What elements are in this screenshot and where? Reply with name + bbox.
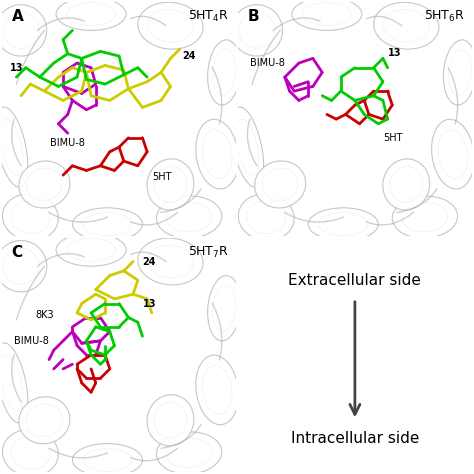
Ellipse shape	[208, 40, 241, 105]
Ellipse shape	[147, 9, 193, 42]
Ellipse shape	[83, 213, 132, 236]
Ellipse shape	[0, 5, 47, 56]
Text: C: C	[12, 245, 23, 260]
Ellipse shape	[255, 161, 306, 208]
Ellipse shape	[19, 161, 70, 208]
Ellipse shape	[374, 2, 439, 49]
Ellipse shape	[166, 438, 212, 468]
Ellipse shape	[392, 196, 457, 238]
Ellipse shape	[147, 159, 194, 210]
Ellipse shape	[0, 119, 23, 175]
Text: 5HT: 5HT	[152, 173, 171, 182]
Text: 5HT$_4$R: 5HT$_4$R	[188, 9, 229, 25]
Ellipse shape	[292, 0, 362, 30]
Ellipse shape	[0, 240, 47, 292]
Ellipse shape	[448, 50, 472, 95]
Ellipse shape	[73, 444, 143, 474]
Ellipse shape	[2, 194, 58, 241]
Ellipse shape	[83, 448, 132, 472]
Text: 5HT: 5HT	[383, 133, 402, 143]
Ellipse shape	[3, 248, 39, 284]
Ellipse shape	[27, 404, 62, 437]
Ellipse shape	[319, 213, 368, 236]
Ellipse shape	[138, 2, 203, 49]
Text: 5HT$_7$R: 5HT$_7$R	[188, 245, 229, 260]
Ellipse shape	[202, 365, 232, 414]
Text: A: A	[12, 9, 23, 24]
Ellipse shape	[156, 196, 222, 238]
Ellipse shape	[11, 437, 50, 469]
Ellipse shape	[147, 395, 194, 446]
Text: BIMU-8: BIMU-8	[50, 138, 85, 148]
Ellipse shape	[154, 166, 187, 202]
Ellipse shape	[147, 245, 193, 278]
Ellipse shape	[302, 2, 351, 26]
Ellipse shape	[196, 119, 238, 189]
Text: 24: 24	[143, 256, 156, 266]
Ellipse shape	[3, 12, 39, 48]
Ellipse shape	[154, 402, 187, 438]
Text: 5HT$_6$R: 5HT$_6$R	[424, 9, 465, 25]
Ellipse shape	[390, 166, 423, 202]
Ellipse shape	[238, 194, 294, 241]
Text: Extracellular side: Extracellular side	[289, 273, 421, 288]
Ellipse shape	[138, 238, 203, 285]
Ellipse shape	[231, 107, 264, 187]
Ellipse shape	[0, 355, 23, 411]
Ellipse shape	[66, 238, 116, 261]
Ellipse shape	[156, 432, 222, 474]
Ellipse shape	[27, 168, 62, 201]
Ellipse shape	[239, 12, 275, 48]
Ellipse shape	[73, 208, 143, 240]
Ellipse shape	[0, 343, 28, 423]
Ellipse shape	[2, 429, 58, 474]
Ellipse shape	[246, 201, 286, 234]
Ellipse shape	[231, 5, 283, 56]
Text: 24: 24	[182, 51, 196, 61]
Ellipse shape	[444, 40, 474, 105]
Ellipse shape	[383, 9, 429, 42]
Ellipse shape	[56, 234, 126, 266]
Ellipse shape	[208, 275, 241, 341]
Ellipse shape	[213, 285, 236, 331]
Ellipse shape	[66, 2, 116, 26]
Text: Intracellular side: Intracellular side	[291, 431, 419, 447]
Ellipse shape	[166, 202, 212, 232]
Text: B: B	[247, 9, 259, 24]
Ellipse shape	[438, 130, 468, 179]
Ellipse shape	[432, 119, 474, 189]
Text: 13: 13	[388, 48, 401, 58]
Ellipse shape	[19, 397, 70, 444]
Ellipse shape	[196, 355, 238, 425]
Ellipse shape	[202, 130, 232, 179]
Ellipse shape	[383, 159, 430, 210]
Ellipse shape	[56, 0, 126, 30]
Ellipse shape	[0, 107, 28, 187]
Text: 8K3: 8K3	[35, 310, 54, 320]
Ellipse shape	[308, 208, 378, 240]
Text: 13: 13	[143, 299, 156, 309]
Text: BIMU-8: BIMU-8	[250, 58, 285, 68]
Text: 13: 13	[10, 63, 23, 73]
Ellipse shape	[11, 201, 50, 234]
Ellipse shape	[213, 50, 236, 95]
Text: BIMU-8: BIMU-8	[14, 336, 49, 346]
Ellipse shape	[402, 202, 448, 232]
Ellipse shape	[236, 119, 259, 175]
Ellipse shape	[262, 168, 298, 201]
